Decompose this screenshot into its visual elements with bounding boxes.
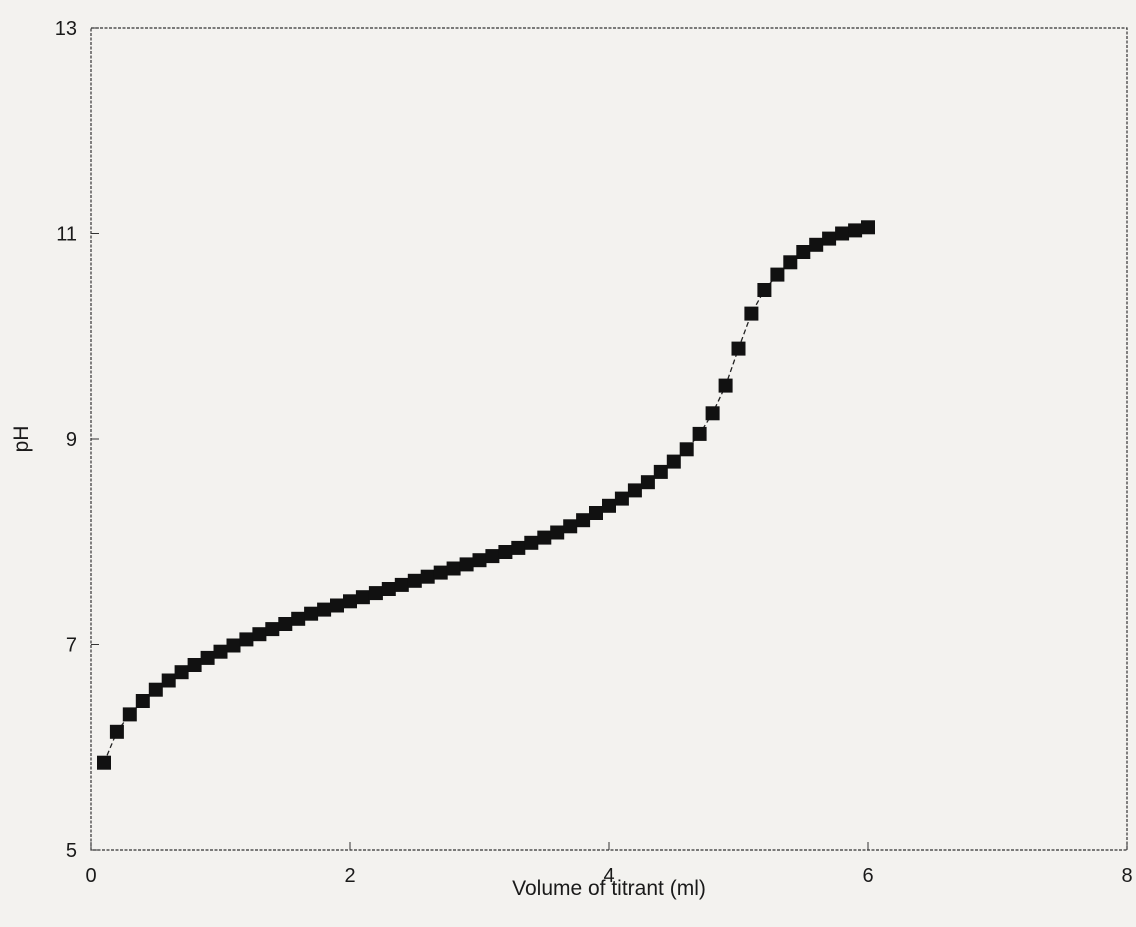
data-point bbox=[109, 724, 124, 739]
data-point bbox=[407, 573, 422, 588]
data-point bbox=[563, 519, 578, 534]
data-point bbox=[148, 682, 163, 697]
y-tick-label: 13 bbox=[55, 18, 77, 40]
data-point bbox=[653, 464, 668, 479]
data-point bbox=[524, 535, 539, 550]
data-point bbox=[265, 622, 280, 637]
data-point bbox=[809, 237, 824, 252]
data-point bbox=[381, 582, 396, 596]
data-point bbox=[614, 491, 629, 506]
data-point bbox=[757, 283, 772, 297]
x-axis-label: Volume of titrant (ml) bbox=[512, 877, 706, 900]
data-point bbox=[226, 638, 241, 653]
axis-ticks: 0 2 4 6 8 5 7 9 11 13 bbox=[55, 18, 1133, 887]
data-point bbox=[97, 755, 111, 770]
data-point bbox=[550, 525, 565, 540]
data-point bbox=[537, 530, 552, 545]
y-tick-label: 9 bbox=[66, 429, 77, 451]
data-point bbox=[174, 665, 189, 680]
x-tick-label: 6 bbox=[862, 865, 873, 887]
data-point bbox=[278, 617, 293, 631]
x-tick-label: 8 bbox=[1121, 865, 1132, 887]
data-point bbox=[498, 545, 513, 559]
x-tick-label: 4 bbox=[603, 865, 614, 887]
data-point bbox=[239, 632, 254, 647]
data-point bbox=[472, 553, 487, 568]
x-tick-label: 2 bbox=[344, 865, 355, 887]
data-point bbox=[433, 565, 448, 580]
data-point bbox=[718, 378, 733, 393]
data-point bbox=[783, 255, 798, 270]
data-point bbox=[343, 594, 357, 609]
data-point bbox=[330, 598, 344, 613]
data-point bbox=[317, 602, 332, 617]
data-point bbox=[213, 644, 228, 659]
data-point bbox=[835, 226, 850, 241]
y-axis-label: pH bbox=[10, 426, 33, 453]
data-point bbox=[627, 483, 642, 498]
data-point bbox=[304, 606, 319, 621]
data-point bbox=[744, 306, 759, 321]
y-tick-label: 5 bbox=[66, 840, 77, 862]
data-point bbox=[679, 442, 694, 457]
x-tick-label: 0 bbox=[85, 865, 96, 887]
data-point bbox=[135, 694, 150, 708]
data-point bbox=[420, 569, 435, 584]
data-point bbox=[291, 611, 306, 626]
data-point bbox=[355, 590, 370, 605]
data-point bbox=[252, 627, 267, 642]
data-point bbox=[576, 513, 591, 528]
data-point bbox=[446, 561, 461, 576]
data-markers bbox=[97, 220, 875, 770]
data-point bbox=[368, 586, 383, 601]
data-point bbox=[394, 577, 409, 592]
data-point bbox=[187, 658, 202, 672]
data-point bbox=[511, 540, 526, 555]
data-point bbox=[796, 245, 811, 259]
data-point bbox=[589, 506, 603, 520]
y-tick-label: 11 bbox=[56, 224, 77, 246]
data-point bbox=[861, 220, 875, 235]
data-point bbox=[705, 406, 720, 421]
data-point bbox=[848, 223, 863, 238]
data-point bbox=[731, 341, 746, 356]
data-point bbox=[692, 426, 707, 441]
data-point bbox=[459, 557, 474, 572]
data-point bbox=[161, 673, 176, 688]
data-point bbox=[666, 454, 681, 469]
data-point bbox=[602, 498, 616, 513]
plot-frame bbox=[90, 27, 1128, 851]
data-point bbox=[640, 475, 655, 490]
data-point bbox=[770, 267, 785, 282]
y-tick-label: 7 bbox=[66, 635, 77, 657]
data-point bbox=[200, 650, 215, 665]
data-point bbox=[485, 549, 500, 564]
data-point bbox=[822, 231, 837, 246]
data-point bbox=[122, 707, 137, 722]
